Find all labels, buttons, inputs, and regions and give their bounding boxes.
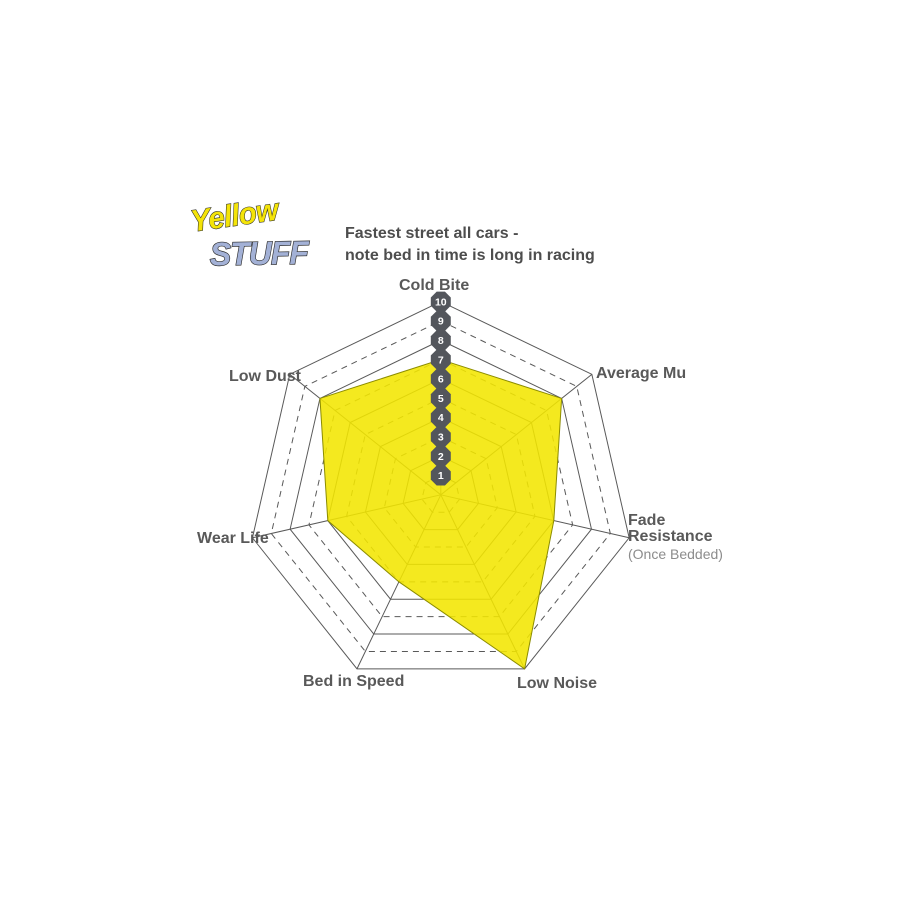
svg-text:4: 4 [438,412,444,424]
svg-text:5: 5 [438,393,444,405]
svg-text:3: 3 [438,432,444,444]
svg-text:10: 10 [435,296,447,308]
svg-text:2: 2 [438,451,444,463]
svg-text:9: 9 [438,316,444,328]
svg-text:1: 1 [438,470,444,482]
svg-text:7: 7 [438,354,444,366]
svg-text:6: 6 [438,374,444,386]
svg-text:8: 8 [438,335,444,347]
